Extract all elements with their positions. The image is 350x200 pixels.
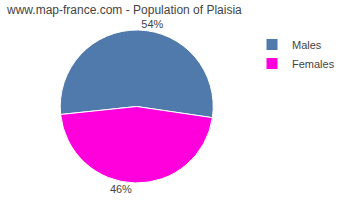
svg-text:46%: 46% (110, 183, 132, 195)
svg-text:54%: 54% (141, 18, 163, 30)
svg-text:www.map-france.com - Populatio: www.map-france.com - Population of Plais… (6, 3, 242, 17)
svg-text:Males: Males (292, 39, 322, 51)
svg-text:Females: Females (292, 58, 335, 70)
